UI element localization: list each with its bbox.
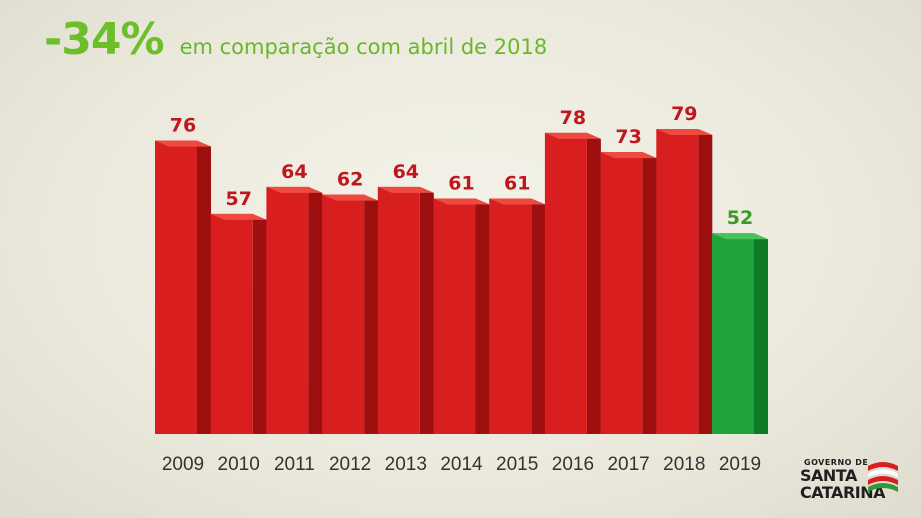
governo-santa-catarina-logo: GOVERNO DE SANTA CATARINA (796, 458, 906, 504)
data-label-2019: 52 (727, 207, 753, 229)
headline: -34% em comparação com abril de 2018 (44, 14, 547, 65)
bar-side-2016 (586, 132, 601, 434)
bar-side-2010 (252, 213, 267, 434)
bar-2012 (322, 194, 365, 434)
data-label-2015: 61 (504, 172, 530, 194)
headline-subtitle: em comparação com abril de 2018 (179, 35, 548, 59)
bar-side-2015 (531, 198, 546, 434)
data-label-2017: 73 (615, 126, 641, 148)
bar-2018 (656, 129, 699, 434)
bar-2015 (489, 198, 532, 434)
data-label-2012: 62 (337, 169, 363, 191)
x-tick-label-2018: 2018 (663, 454, 705, 475)
x-tick-label-2019: 2019 (719, 454, 761, 475)
logo-line-small: GOVERNO DE (804, 458, 869, 467)
bar-side-2012 (364, 194, 379, 434)
bar-2011 (266, 186, 309, 434)
bar-2016 (544, 132, 587, 434)
x-tick-label-2017: 2017 (607, 454, 649, 475)
data-label-2014: 61 (448, 172, 474, 194)
headline-percent: -34% (44, 14, 165, 65)
bar-2010 (210, 213, 253, 434)
bar-2019 (712, 233, 754, 434)
x-tick-label-2010: 2010 (218, 454, 260, 475)
bar-top-2015 (489, 198, 546, 205)
bar-top-2017 (600, 152, 657, 159)
flag-icon (867, 462, 899, 492)
bar-side-2013 (419, 186, 434, 434)
bar-2009 (155, 140, 197, 434)
x-tick-label-2009: 2009 (162, 454, 204, 475)
data-label-2013: 64 (393, 161, 419, 183)
data-label-2011: 64 (281, 161, 307, 183)
data-label-2018: 79 (671, 103, 697, 125)
bar-side-2011 (308, 186, 323, 434)
data-label-2009: 76 (170, 115, 196, 137)
bar-side-2018 (698, 129, 713, 434)
x-tick-label-2015: 2015 (496, 454, 538, 475)
logo-line-2: CATARINA (800, 483, 885, 502)
x-tick-label-2016: 2016 (552, 454, 594, 475)
bar-top-2012 (322, 194, 379, 201)
data-label-2010: 57 (225, 188, 251, 210)
bar-top-2018 (656, 129, 713, 135)
bar-top-2011 (266, 186, 323, 193)
bar-top-2013 (377, 186, 434, 193)
x-tick-label-2011: 2011 (274, 454, 315, 475)
bar-top-2016 (544, 132, 601, 139)
x-tick-label-2014: 2014 (440, 454, 483, 475)
bar-side-2017 (642, 152, 657, 434)
bar-2017 (600, 152, 643, 434)
bar-2013 (377, 186, 420, 434)
bar-2014 (433, 198, 476, 434)
bar-top-2014 (433, 198, 490, 205)
logo-line-1: SANTA (800, 466, 857, 485)
x-tick-label-2013: 2013 (385, 454, 427, 475)
bar-top-2010 (210, 213, 267, 220)
x-tick-label-2012: 2012 (329, 454, 371, 475)
bar-side-2014 (475, 198, 490, 434)
bar-top-2009 (155, 140, 211, 147)
data-label-2016: 78 (560, 107, 586, 129)
bar-side-2009 (197, 140, 211, 434)
bar-top-2019 (712, 233, 768, 240)
bar-side-2019 (754, 233, 768, 434)
